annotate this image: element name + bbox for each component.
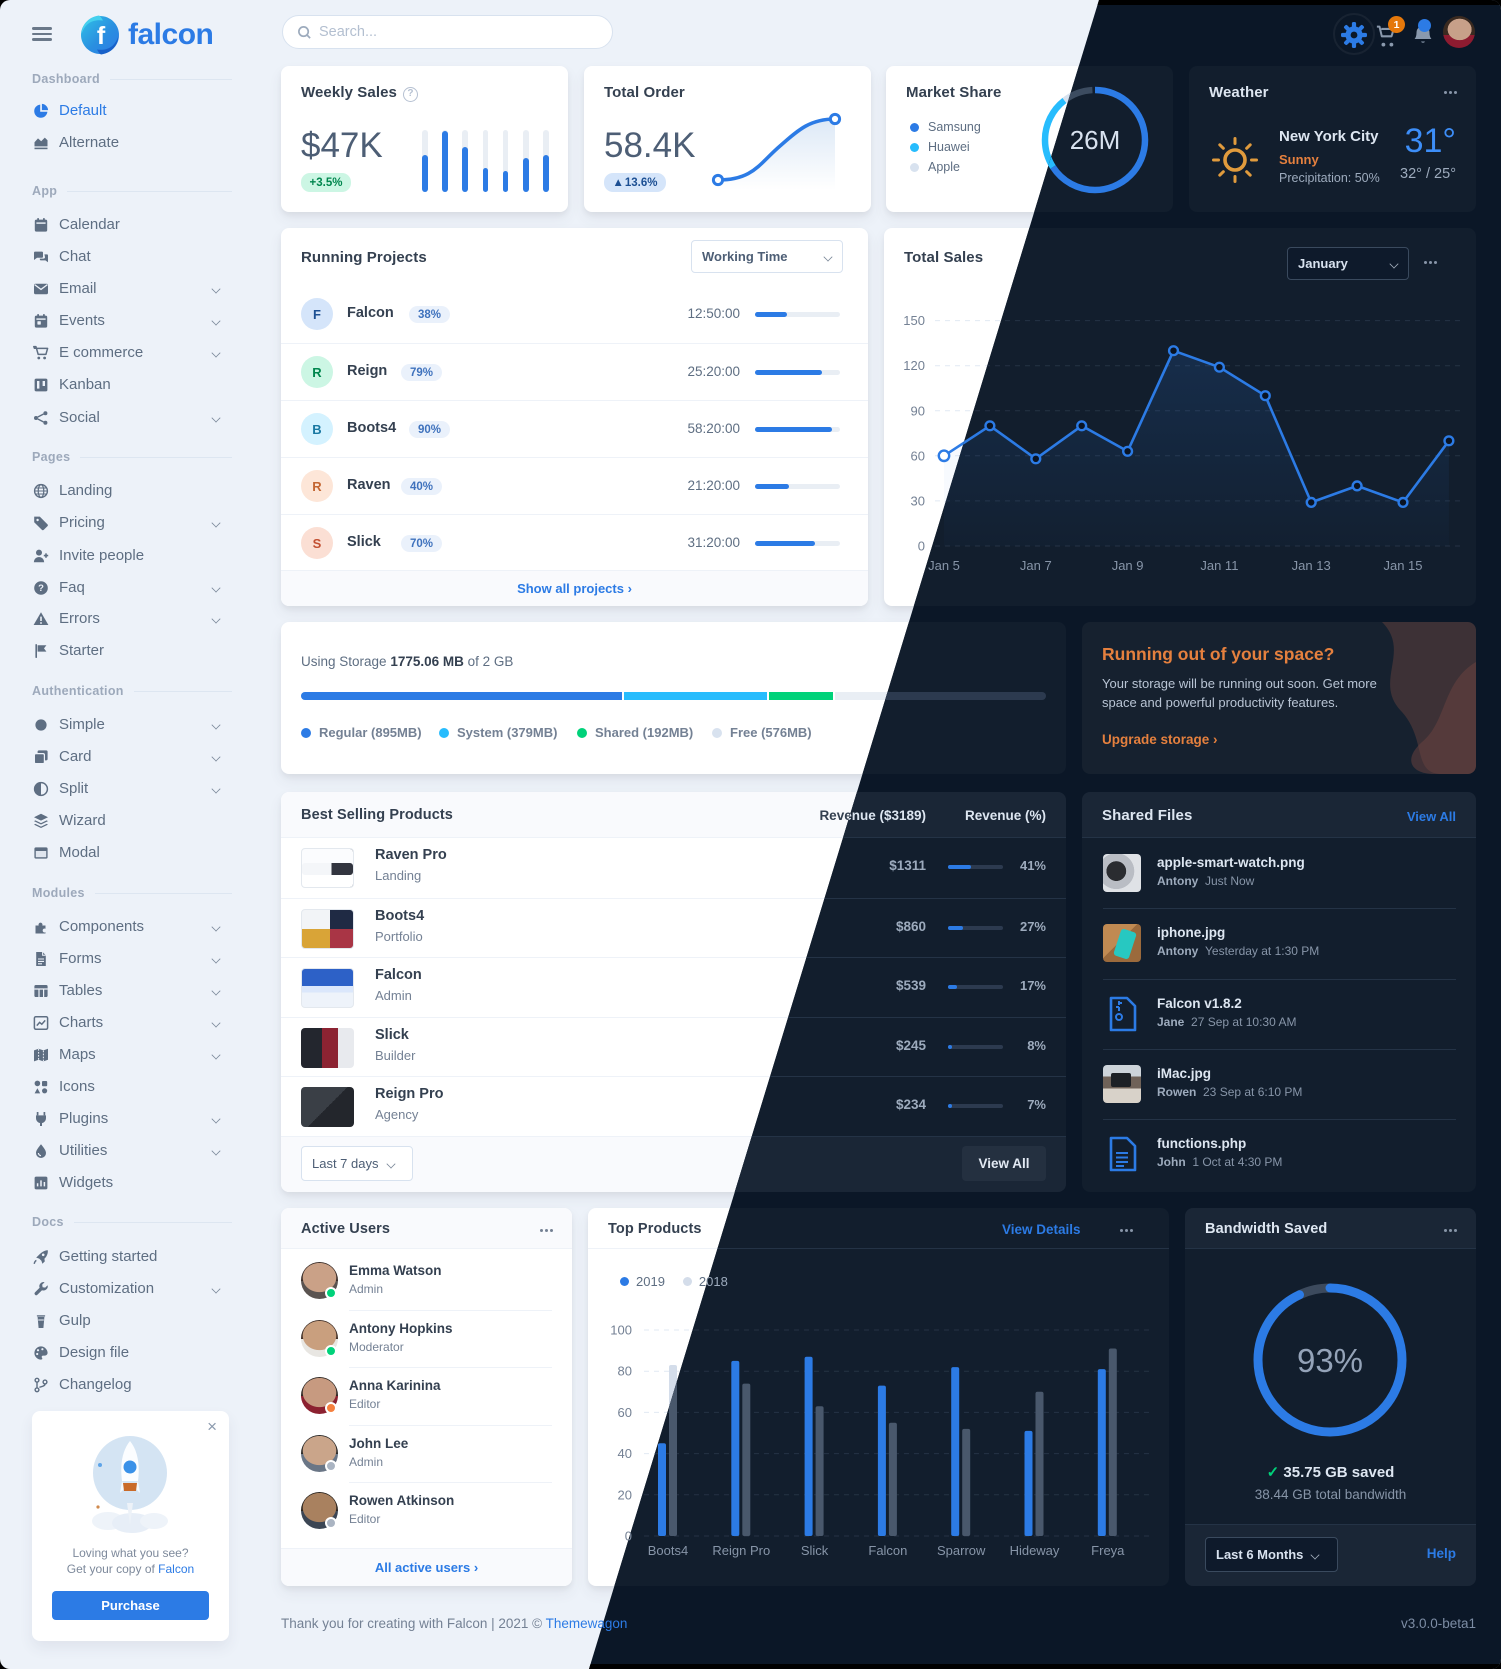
svg-text:60: 60 bbox=[618, 1405, 632, 1420]
svg-text:f: f bbox=[97, 22, 106, 50]
svg-text:?: ? bbox=[38, 583, 44, 594]
svg-text:Jan 9: Jan 9 bbox=[1112, 558, 1144, 573]
svg-text:Jan 5: Jan 5 bbox=[928, 558, 960, 573]
svg-text:0: 0 bbox=[625, 1529, 632, 1544]
svg-text:40: 40 bbox=[618, 1446, 632, 1461]
svg-text:Freya: Freya bbox=[1091, 1543, 1125, 1558]
svg-text:120: 120 bbox=[903, 358, 925, 373]
svg-text:60: 60 bbox=[911, 448, 925, 463]
svg-text:Boots4: Boots4 bbox=[648, 1543, 688, 1558]
svg-text:Jan 15: Jan 15 bbox=[1383, 558, 1422, 573]
svg-text:93%: 93% bbox=[1297, 1342, 1363, 1379]
svg-text:Hideway: Hideway bbox=[1010, 1543, 1060, 1558]
svg-text:26M: 26M bbox=[1070, 125, 1121, 155]
svg-text:0: 0 bbox=[918, 539, 925, 554]
svg-text:20: 20 bbox=[618, 1487, 632, 1502]
svg-text:80: 80 bbox=[618, 1364, 632, 1379]
svg-text:100: 100 bbox=[610, 1323, 632, 1338]
svg-text:Jan 11: Jan 11 bbox=[1200, 558, 1238, 573]
svg-text:Jan 7: Jan 7 bbox=[1020, 558, 1052, 573]
svg-text:90: 90 bbox=[911, 403, 925, 418]
svg-text:30: 30 bbox=[911, 493, 925, 508]
svg-text:Falcon: Falcon bbox=[868, 1543, 907, 1558]
svg-text:150: 150 bbox=[903, 313, 925, 328]
svg-text:Jan 13: Jan 13 bbox=[1292, 558, 1331, 573]
svg-text:Sparrow: Sparrow bbox=[937, 1543, 986, 1558]
svg-text:Reign Pro: Reign Pro bbox=[712, 1543, 770, 1558]
svg-text:Slick: Slick bbox=[801, 1543, 829, 1558]
